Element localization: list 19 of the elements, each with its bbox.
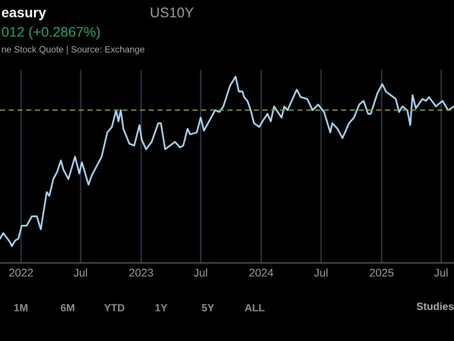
chart-subtitle: US10Y (150, 8, 194, 18)
text: 6M (60, 304, 74, 312)
x-tick-label: Jul (74, 268, 87, 277)
text: 5Y (202, 304, 214, 312)
x-tick-label: 2022 (9, 268, 33, 277)
text: ALL (244, 304, 264, 312)
text: ne Stock Quote | Source: Exchange (2, 46, 144, 54)
text: 012 (+0.2867%) (2, 26, 100, 40)
text: Studies (416, 302, 454, 310)
x-tick-label: Jul (194, 268, 208, 277)
text: 1M (14, 304, 28, 312)
x-tick-label: 2025 (370, 268, 394, 277)
x-tick-label: Jul (314, 268, 328, 277)
text: 1Y (155, 304, 168, 312)
x-tick-label: 2024 (249, 268, 274, 277)
x-tick-label: 2023 (129, 268, 154, 277)
text: YTD (104, 304, 124, 312)
x-tick-label: Jul (434, 268, 448, 277)
chart-title: easury (2, 10, 46, 20)
